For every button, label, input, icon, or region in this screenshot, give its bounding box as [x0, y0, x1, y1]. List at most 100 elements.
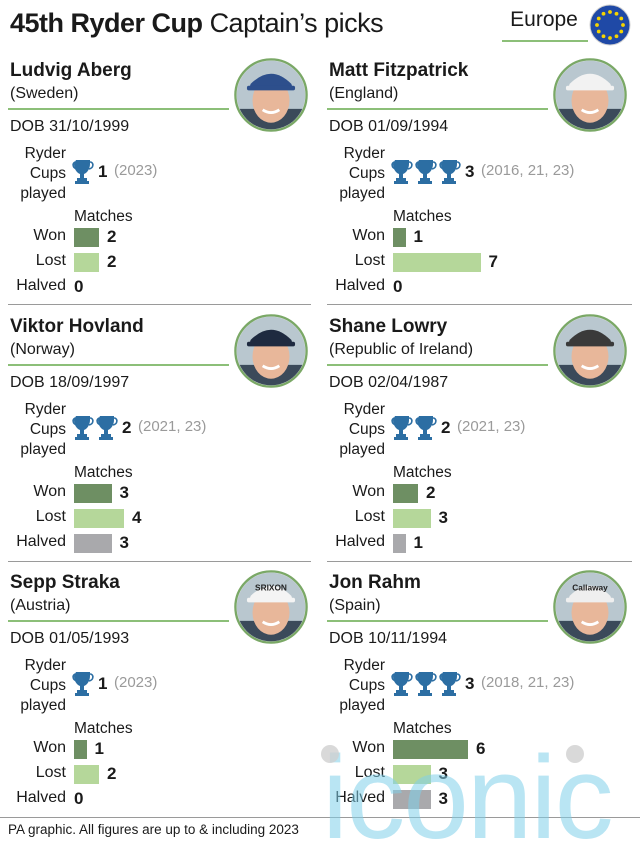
lost-bar [393, 509, 431, 528]
halved-value: 0 [393, 277, 403, 296]
halved-bar [74, 534, 112, 553]
halved-value: 0 [74, 277, 84, 296]
halved-label: Halved [16, 277, 66, 294]
player-photo [553, 314, 627, 388]
cups-played-years: (2018, 21, 23) [481, 674, 575, 691]
cups-played-years: (2021, 23) [457, 418, 526, 435]
country-underline [327, 620, 548, 622]
player-card: Sepp Straka (Austria) SRIXON DOB 01/05/1… [8, 568, 318, 818]
ryder-cups-label: Ryder Cups played [8, 656, 66, 716]
ryder-cups-label-line: Ryder [343, 145, 385, 162]
lost-value: 3 [438, 764, 448, 783]
player-country: (Spain) [329, 597, 381, 614]
eu-star-icon [614, 11, 619, 16]
lost-value: 7 [488, 252, 498, 271]
ryder-cup-trophy-icon [391, 158, 413, 193]
ryder-cups-label: Ryder Cups played [327, 400, 385, 460]
ryder-cup-trophy-icon [415, 670, 437, 705]
player-dob: DOB 01/05/1993 [10, 630, 130, 647]
footer-source: PA graphic. All figures are up to & incl… [8, 822, 299, 837]
row-divider [327, 304, 632, 305]
ryder-cups-label-line: Cups [348, 677, 385, 694]
cups-played-years: (2023) [114, 674, 158, 691]
halved-label: Halved [335, 277, 385, 294]
won-label: Won [33, 483, 66, 500]
won-bar [74, 228, 99, 247]
cups-played-count: 3 [465, 162, 475, 181]
lost-value: 2 [107, 252, 117, 271]
player-dob: DOB 31/10/1999 [10, 118, 130, 135]
player-country: (England) [329, 85, 399, 102]
page-title: 45th Ryder Cup Captain’s picks [10, 8, 384, 39]
ryder-cups-label-line: played [20, 185, 66, 202]
row-divider [327, 561, 632, 562]
ryder-cups-label-line: Ryder [343, 401, 385, 418]
lost-value: 3 [438, 508, 448, 527]
won-bar [74, 484, 112, 503]
player-country: (Sweden) [10, 85, 79, 102]
player-name: Jon Rahm [329, 572, 421, 593]
lost-label: Lost [35, 764, 66, 781]
lost-label: Lost [354, 252, 385, 269]
trophy-group [391, 414, 439, 444]
halved-value: 3 [119, 533, 129, 552]
ryder-cups-label-line: played [339, 697, 385, 714]
ryder-cups-label: Ryder Cups played [327, 656, 385, 716]
matches-heading: Matches [393, 464, 452, 481]
eu-star-icon [619, 16, 624, 21]
region-label: Europe [510, 8, 578, 31]
eu-star-icon [608, 36, 612, 40]
eu-star-icon [601, 11, 606, 16]
ryder-cups-label-line: played [20, 441, 66, 458]
matches-heading: Matches [74, 208, 133, 225]
ryder-cups-label-line: Ryder [24, 145, 66, 162]
player-photo: Callaway [553, 570, 627, 644]
halved-bar [393, 534, 406, 553]
won-value: 3 [119, 483, 129, 502]
watermark-text: iconic [322, 732, 612, 845]
won-label: Won [352, 227, 385, 244]
won-label: Won [352, 739, 385, 756]
player-card: Jon Rahm (Spain) Callaway DOB 10/11/1994… [327, 568, 637, 818]
trophy-group [391, 670, 463, 700]
halved-label: Halved [335, 789, 385, 806]
matches-heading: Matches [393, 208, 452, 225]
lost-bar [74, 509, 124, 528]
lost-label: Lost [354, 764, 385, 781]
won-bar [74, 740, 87, 759]
player-dob: DOB 18/09/1997 [10, 374, 130, 391]
won-label: Won [33, 227, 66, 244]
player-name: Sepp Straka [10, 572, 120, 593]
won-value: 2 [107, 227, 117, 246]
player-name: Shane Lowry [329, 316, 448, 337]
halved-label: Halved [16, 789, 66, 806]
cups-played-count: 1 [98, 674, 108, 693]
lost-bar [393, 765, 431, 784]
svg-text:Callaway: Callaway [572, 582, 608, 592]
ryder-cups-label-line: Cups [29, 677, 66, 694]
country-underline [327, 108, 548, 110]
eu-flag-icon [589, 4, 631, 46]
halved-value: 3 [438, 789, 448, 808]
eu-star-icon [614, 34, 619, 39]
eu-star-icon [595, 23, 599, 27]
player-photo [234, 58, 308, 132]
trophy-group [72, 670, 96, 700]
eu-star-icon [596, 16, 601, 21]
eu-star-icon [608, 10, 612, 14]
won-label: Won [33, 739, 66, 756]
eu-star-icon [619, 29, 624, 34]
matches-heading: Matches [74, 720, 133, 737]
lost-value: 2 [107, 764, 117, 783]
ryder-cups-label-line: played [339, 441, 385, 458]
title-bold: 45th Ryder Cup [10, 8, 203, 38]
title-light: Captain’s picks [209, 8, 384, 38]
lost-bar [74, 253, 99, 272]
country-underline [8, 364, 229, 366]
player-card: Ludvig Aberg (Sweden) DOB 31/10/1999 Ryd… [8, 56, 318, 306]
ryder-cups-label: Ryder Cups played [8, 144, 66, 204]
country-underline [8, 108, 229, 110]
ryder-cups-label-line: played [339, 185, 385, 202]
cups-played-years: (2021, 23) [138, 418, 207, 435]
player-photo: SRIXON [234, 570, 308, 644]
